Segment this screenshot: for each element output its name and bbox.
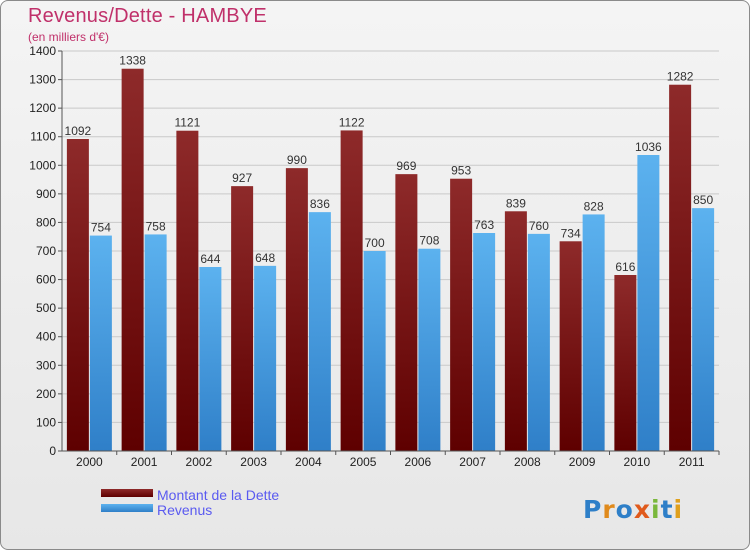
data-label: 700	[365, 236, 385, 250]
x-tick-label: 2004	[295, 455, 322, 469]
bar-debt	[285, 168, 308, 451]
x-tick-label: 2001	[131, 455, 158, 469]
y-tick-label: 900	[36, 187, 56, 201]
proxiti-logo: Proxiti	[583, 495, 683, 524]
data-label: 1338	[119, 54, 146, 68]
y-tick-label: 800	[36, 215, 56, 229]
legend: Montant de la Dette Revenus	[101, 487, 279, 518]
bar-revenue	[582, 214, 605, 451]
x-tick-label: 2003	[240, 455, 267, 469]
bar-debt	[231, 186, 254, 451]
bar-revenue	[527, 233, 550, 451]
bar-revenue	[637, 155, 660, 451]
x-tick-label: 2006	[405, 455, 432, 469]
x-tick-label: 2010	[624, 455, 651, 469]
bar-revenue	[144, 234, 167, 451]
bar-debt	[669, 84, 692, 451]
data-label: 990	[287, 153, 307, 167]
data-label: 953	[451, 164, 471, 178]
x-tick-label: 2002	[186, 455, 213, 469]
bar-debt	[121, 68, 144, 451]
y-tick-label: 100	[36, 415, 56, 429]
bar-revenue	[473, 233, 496, 451]
svg-text:Proxiti: Proxiti	[583, 495, 683, 524]
bar-revenue	[692, 208, 715, 451]
data-label: 839	[506, 196, 526, 210]
x-tick-label: 2007	[459, 455, 486, 469]
bar-debt	[504, 211, 527, 451]
legend-label-debt: Montant de la Dette	[157, 487, 279, 503]
y-tick-label: 1000	[29, 158, 56, 172]
data-label: 828	[584, 199, 604, 213]
bar-debt	[340, 130, 363, 451]
y-tick-label: 0	[49, 444, 56, 458]
bar-revenue	[199, 267, 222, 451]
data-label: 644	[200, 252, 220, 266]
data-label: 927	[232, 171, 252, 185]
y-tick-label: 1300	[29, 73, 56, 87]
y-tick-label: 700	[36, 244, 56, 258]
bar-revenue	[363, 251, 386, 451]
data-label: 850	[693, 193, 713, 207]
x-tick-label: 2011	[679, 455, 705, 469]
y-tick-label: 1100	[30, 130, 56, 144]
y-tick-label: 1400	[29, 44, 56, 58]
x-tick-label: 2009	[569, 455, 596, 469]
data-label: 836	[310, 197, 330, 211]
data-label: 1122	[339, 115, 365, 129]
x-tick-label: 2005	[350, 455, 377, 469]
bar-revenue	[418, 248, 441, 451]
y-tick-label: 400	[36, 330, 56, 344]
y-tick-label: 300	[36, 358, 56, 372]
data-label: 760	[529, 219, 549, 233]
chart-subtitle: (en milliers d'€)	[28, 30, 109, 44]
bar-revenue	[308, 212, 331, 451]
data-label: 616	[615, 260, 635, 274]
legend-label-revenue: Revenus	[157, 502, 212, 518]
x-tick-label: 2000	[76, 455, 103, 469]
data-label: 1036	[635, 140, 662, 154]
data-label: 758	[146, 219, 166, 233]
data-label: 969	[396, 159, 416, 173]
y-tick-label: 200	[36, 387, 56, 401]
data-label: 648	[255, 251, 275, 265]
x-tick-label: 2008	[514, 455, 541, 469]
legend-swatch-debt	[101, 489, 153, 497]
bar-debt	[559, 241, 582, 451]
bar-revenue	[89, 235, 112, 451]
data-label: 754	[91, 221, 111, 235]
data-label: 763	[474, 218, 494, 232]
y-tick-label: 1200	[29, 101, 56, 115]
bar-debt	[450, 178, 473, 451]
bar-debt	[395, 174, 418, 451]
data-label: 708	[419, 234, 439, 248]
y-tick-label: 500	[36, 301, 56, 315]
data-label: 1092	[65, 124, 92, 138]
data-label: 1282	[667, 70, 694, 84]
bar-revenue	[254, 265, 277, 451]
bar-debt	[176, 130, 199, 451]
data-label: 734	[561, 226, 581, 240]
data-label: 1121	[174, 116, 200, 130]
bar-debt	[614, 275, 637, 451]
chart-title: Revenus/Dette - HAMBYE	[28, 5, 267, 27]
legend-swatch-revenue	[101, 504, 153, 512]
y-tick-label: 600	[36, 273, 56, 287]
bar-debt	[66, 139, 89, 451]
